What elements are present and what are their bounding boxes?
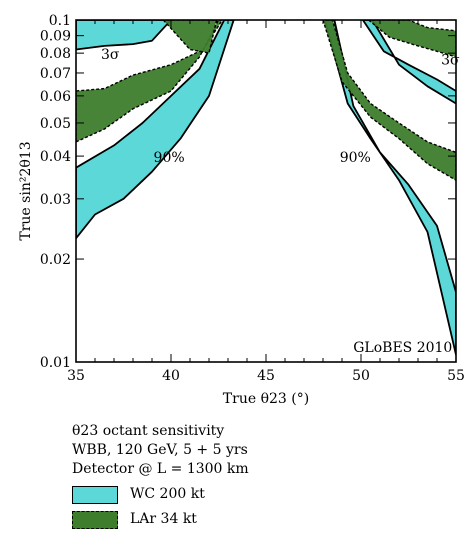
lar-swatch (72, 510, 118, 529)
legend-item-wc: WC 200 kt (72, 485, 249, 504)
annotation-label: 3σ (101, 47, 120, 63)
y-tick-label: 0.01 (40, 355, 71, 371)
y-tick-label: 0.1 (49, 13, 71, 29)
wc-left-3sigma-region (76, 20, 172, 51)
legend: θ23 octant sensitivity WBB, 120 GeV, 5 +… (72, 422, 249, 529)
lar-right-90pct-region (322, 20, 456, 181)
x-tick-label: 55 (447, 368, 465, 384)
annotation-label: GLoBES 2010 (353, 340, 452, 356)
y-axis-label: True sin²2θ13 (18, 141, 34, 240)
wc-left-90pct-region (76, 20, 235, 240)
y-tick-label: 0.05 (40, 116, 71, 132)
x-tick-label: 50 (352, 368, 370, 384)
x-axis: 35 40 45 50 55 (67, 20, 465, 384)
wc-swatch (72, 485, 118, 504)
y-tick-label: 0.07 (40, 66, 71, 82)
legend-detector-info: Detector @ L = 1300 km (72, 461, 249, 477)
annotations: 3σ 3σ 90% 90% GLoBES 2010 (101, 47, 460, 356)
x-axis-label: True θ23 (°) (223, 391, 309, 407)
legend-title: θ23 octant sensitivity (72, 423, 225, 439)
y-tick-label: 0.02 (40, 252, 71, 268)
y-tick-label: 0.08 (40, 46, 71, 62)
annotation-label: 3σ (441, 53, 460, 69)
x-tick-label: 35 (67, 368, 85, 384)
lar-left-3sigma-region (162, 20, 218, 54)
y-axis: 0.01 0.02 0.03 0.04 0.05 0.06 0.07 0.080.090.1 (40, 13, 456, 371)
y-tick-label: 0.03 (40, 192, 71, 208)
wc-right-3sigma-region (361, 20, 456, 105)
x-tick-label: 45 (257, 368, 275, 384)
annotation-label: 90% (154, 150, 185, 166)
legend-label-wc: WC 200 kt (130, 486, 205, 502)
lar-left-90pct-region (76, 20, 224, 143)
legend-beam-info: WBB, 120 GeV, 5 + 5 yrs (72, 442, 248, 458)
y-tick-label: 0.04 (40, 149, 71, 165)
x-tick-label: 40 (162, 368, 180, 384)
annotation-label: 90% (340, 150, 371, 166)
plot-regions (76, 20, 456, 356)
lar-right-3sigma-region (367, 20, 456, 58)
y-tick-label: 0.09 (40, 29, 71, 45)
legend-label-lar: LAr 34 kt (130, 511, 197, 527)
y-tick-label: 0.06 (40, 89, 71, 105)
legend-item-lar: LAr 34 kt (72, 510, 249, 529)
